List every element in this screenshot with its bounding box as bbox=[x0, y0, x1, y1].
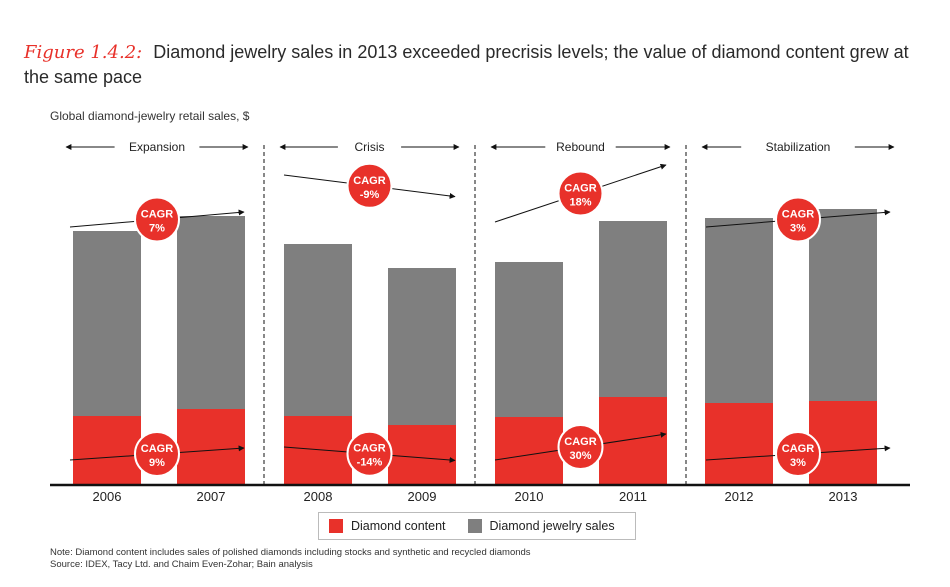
x-tick-label-2013: 2013 bbox=[829, 489, 858, 504]
bar-jewelry-sales-2009 bbox=[388, 268, 456, 425]
cagr-badge-content-4 bbox=[775, 431, 821, 477]
x-tick-label-2007: 2007 bbox=[197, 489, 226, 504]
cagr-badge-label-content-2: CAGR bbox=[353, 443, 385, 455]
cagr-badge-value-content-2: -14% bbox=[357, 457, 383, 469]
cagr-badge-label-sales-3: CAGR bbox=[564, 183, 596, 195]
bar-diamond-content-2009 bbox=[388, 425, 456, 484]
figure-title-text: Diamond jewelry sales in 2013 exceeded p… bbox=[24, 42, 909, 87]
phase-label-crisis: Crisis bbox=[355, 140, 385, 154]
cagr-badge-label-content-1: CAGR bbox=[141, 443, 173, 455]
bar-jewelry-sales-2006 bbox=[73, 231, 141, 416]
cagr-badge-sales-4 bbox=[775, 196, 821, 243]
bar-jewelry-sales-2008 bbox=[284, 244, 352, 416]
legend-label-diamond-content: Diamond content bbox=[351, 519, 446, 533]
legend-swatch-diamond-content bbox=[329, 519, 343, 533]
cagr-badge-label-content-4: CAGR bbox=[782, 443, 814, 455]
legend: Diamond content Diamond jewelry sales bbox=[318, 512, 636, 540]
figure-number: Figure 1.4.2: bbox=[24, 42, 143, 63]
cagr-badge-label-sales-1: CAGR bbox=[141, 209, 173, 221]
cagr-badge-value-content-4: 3% bbox=[790, 457, 806, 469]
x-tick-label-2008: 2008 bbox=[304, 489, 333, 504]
bar-jewelry-sales-2013 bbox=[809, 209, 877, 401]
cagr-badge-label-content-3: CAGR bbox=[564, 436, 596, 448]
phase-label-stabilization: Stabilization bbox=[766, 140, 831, 154]
cagr-badge-content-2 bbox=[346, 430, 393, 477]
bar-diamond-content-2010 bbox=[495, 417, 563, 484]
note-text: Note: Diamond content includes sales of … bbox=[50, 547, 531, 558]
cagr-badge-value-sales-2: -9% bbox=[360, 189, 380, 201]
bar-diamond-content-2012 bbox=[705, 403, 773, 484]
x-tick-label-2006: 2006 bbox=[93, 489, 122, 504]
cagr-badge-sales-2 bbox=[346, 162, 393, 209]
legend-label-jewelry-sales: Diamond jewelry sales bbox=[489, 519, 615, 533]
cagr-badge-value-sales-1: 7% bbox=[149, 223, 165, 235]
bar-diamond-content-2013 bbox=[809, 401, 877, 484]
legend-item-diamond-content: Diamond content bbox=[329, 519, 446, 533]
chart-svg: 2006 2007 2008 2009 2010 2011 2012 2013 Expansio… bbox=[50, 140, 910, 504]
bar-diamond-content-2011 bbox=[599, 397, 667, 484]
legend-swatch-jewelry-sales bbox=[467, 519, 482, 533]
bar-jewelry-sales-2011 bbox=[599, 221, 667, 397]
cagr-badge-content-1 bbox=[134, 431, 180, 477]
x-tick-label-2012: 2012 bbox=[725, 489, 754, 504]
x-tick-label-2010: 2010 bbox=[515, 489, 544, 504]
bar-diamond-content-2007 bbox=[177, 409, 245, 484]
chart-title: Figure 1.4.2: Diamond jewelry sales in 2… bbox=[24, 40, 934, 89]
source-text: Source: IDEX, Tacy Ltd. and Chaim Even-Z… bbox=[50, 558, 313, 570]
cagr-badge-content-3 bbox=[557, 424, 604, 470]
phase-label-rebound: Rebound bbox=[556, 140, 605, 154]
footnotes: Note: Diamond content includes sales of … bbox=[50, 547, 531, 570]
cagr-badge-value-sales-4: 3% bbox=[790, 223, 806, 235]
bar-jewelry-sales-2007 bbox=[177, 216, 245, 409]
y-axis-caption: Global diamond-jewelry retail sales, $ bbox=[50, 109, 250, 123]
bar-jewelry-sales-2010 bbox=[495, 262, 563, 417]
x-tick-label-2011: 2011 bbox=[619, 489, 647, 504]
cagr-badge-value-sales-3: 18% bbox=[569, 197, 591, 209]
legend-item-jewelry-sales: Diamond jewelry sales bbox=[467, 519, 615, 533]
cagr-badge-value-content-3: 30% bbox=[569, 450, 591, 462]
cagr-badge-label-sales-4: CAGR bbox=[782, 209, 814, 221]
bar-diamond-content-2006 bbox=[73, 416, 141, 484]
cagr-badge-label-sales-2: CAGR bbox=[353, 175, 385, 187]
bar-jewelry-sales-2012 bbox=[705, 218, 773, 403]
phase-label-expansion: Expansion bbox=[129, 140, 185, 154]
x-tick-label-2009: 2009 bbox=[408, 489, 437, 504]
cagr-badge-value-content-1: 9% bbox=[149, 457, 165, 469]
cagr-badge-sales-1 bbox=[134, 196, 180, 243]
cagr-badge-sales-3 bbox=[557, 170, 604, 217]
